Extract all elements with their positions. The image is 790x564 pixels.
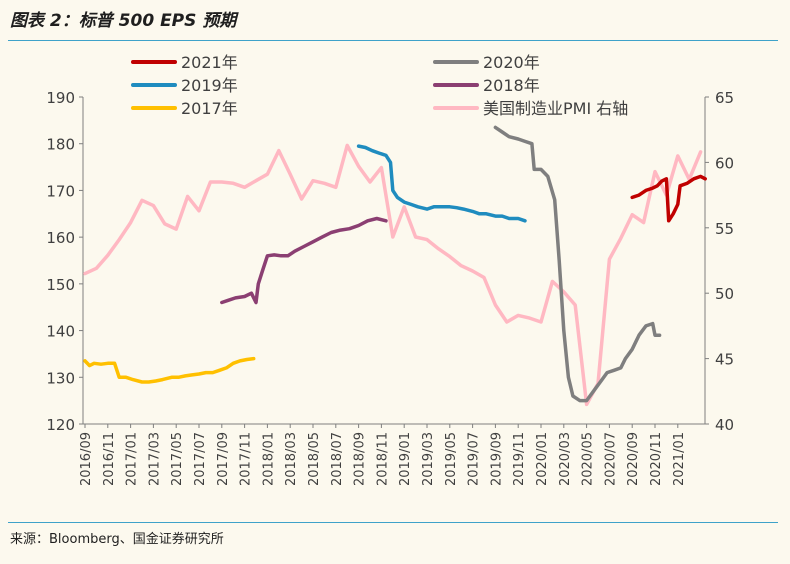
x-tick-label: 2018/07 xyxy=(330,432,345,486)
right-tick-label: 40 xyxy=(715,416,734,434)
right-tick-label: 55 xyxy=(715,220,734,238)
x-tick-label: 2017/11 xyxy=(239,432,254,486)
legend-label-2: 2019年 xyxy=(181,76,238,95)
x-tick-label: 2016/09 xyxy=(79,432,94,486)
x-tick-label: 2018/03 xyxy=(284,432,299,486)
x-tick-label: 2020/03 xyxy=(558,432,573,486)
series-line-3 xyxy=(220,216,388,305)
right-tick-label: 60 xyxy=(715,154,734,172)
series-line-0 xyxy=(630,174,707,223)
x-tick-label: 2020/11 xyxy=(649,432,664,486)
source-note: 来源：Bloomberg、国金证券研究所 xyxy=(10,532,224,547)
x-tick-label: 2020/01 xyxy=(535,432,550,486)
right-tick-label: 65 xyxy=(715,89,734,107)
legend-label-5: 美国制造业PMI 右轴 xyxy=(483,99,628,118)
x-tick-label: 2017/09 xyxy=(216,432,231,486)
left-tick-label: 120 xyxy=(46,416,75,434)
x-tick-label: 2020/05 xyxy=(581,432,596,486)
x-tick-label: 2019/01 xyxy=(398,432,413,486)
series-line-4 xyxy=(83,356,256,384)
left-tick-label: 170 xyxy=(46,182,75,200)
left-tick-label: 160 xyxy=(46,229,75,247)
x-tick-label: 2021/01 xyxy=(672,432,687,486)
x-tick-label: 2017/07 xyxy=(193,432,208,486)
legend-label-0: 2021年 xyxy=(181,53,238,72)
x-tick-label: 2017/05 xyxy=(170,432,185,486)
x-tick-label: 2020/07 xyxy=(603,432,618,486)
x-tick-label: 2017/03 xyxy=(147,432,162,486)
x-tick-label: 2019/03 xyxy=(421,432,436,486)
x-tick-label: 2018/09 xyxy=(353,432,368,486)
x-tick-label: 2020/09 xyxy=(626,432,641,486)
x-tick-label: 2017/01 xyxy=(125,432,140,486)
x-tick-label: 2018/01 xyxy=(261,432,276,486)
legend-label-4: 2017年 xyxy=(181,99,238,118)
footer-divider xyxy=(8,522,778,523)
right-tick-label: 50 xyxy=(715,285,734,303)
x-tick-label: 2019/05 xyxy=(444,432,459,486)
x-tick-label: 2016/11 xyxy=(102,432,117,486)
series-line-1 xyxy=(493,125,662,403)
x-tick-label: 2019/07 xyxy=(467,432,482,486)
series-line-2 xyxy=(356,144,527,223)
left-tick-label: 190 xyxy=(46,89,75,107)
x-tick-label: 2018/11 xyxy=(375,432,390,486)
right-tick-label: 45 xyxy=(715,351,734,369)
chart-title: 图表 2：标普 500 EPS 预期 xyxy=(10,11,237,31)
x-tick-label: 2018/05 xyxy=(307,432,322,486)
x-tick-label: 2019/11 xyxy=(512,432,527,486)
left-tick-label: 140 xyxy=(46,323,75,341)
left-tick-label: 130 xyxy=(46,369,75,387)
left-tick-label: 150 xyxy=(46,276,75,294)
x-tick-label: 2019/09 xyxy=(489,432,504,486)
legend-label-3: 2018年 xyxy=(483,76,540,95)
eps-line-chart: 120 130 140 150 160 170 180 190 40 45 50 55 60 65 2016… xyxy=(46,53,734,486)
left-tick-label: 180 xyxy=(46,136,75,154)
legend-label-1: 2020年 xyxy=(483,53,540,72)
header-divider xyxy=(8,40,778,41)
